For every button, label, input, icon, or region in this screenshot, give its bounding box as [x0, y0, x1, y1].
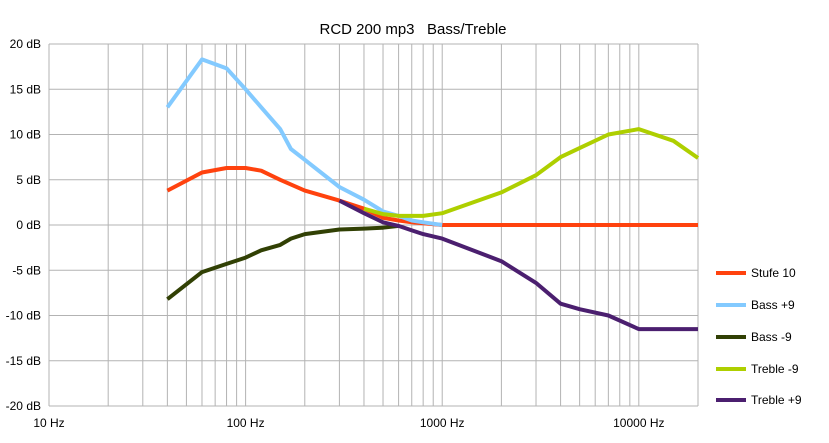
legend-label-treble-9: Treble -9 [751, 362, 799, 376]
y-tick-label: -5 dB [12, 263, 41, 277]
series-line-treble-9 [338, 198, 698, 332]
x-tick-label: 100 Hz [227, 416, 265, 430]
y-tick-label: 0 dB [16, 218, 41, 232]
legend-label-bass-9: Bass +9 [751, 298, 795, 312]
y-tick-label: 5 dB [16, 173, 41, 187]
y-tick-label: -20 dB [6, 399, 41, 413]
legend-label-bass-9: Bass -9 [751, 330, 792, 344]
y-tick-label: 15 dB [10, 82, 41, 96]
x-tick-label: 10 Hz [33, 416, 64, 430]
y-tick-label: 20 dB [10, 37, 41, 51]
series-lines [165, 57, 700, 332]
x-axis-ticks: 10 Hz 100 Hz 1000 Hz 10000 Hz [33, 416, 664, 430]
legend: Stufe 10 Bass +9 Bass -9 Treble -9 Treble +9 [716, 266, 802, 407]
legend-label-treble-9: Treble +9 [751, 393, 802, 407]
legend-label-stufe-10: Stufe 10 [751, 266, 796, 280]
y-axis-ticks: 20 dB 15 dB 10 dB 5 dB 0 dB -5 dB -10 dB -15 dB… [6, 37, 41, 413]
series-line-treble-9 [363, 127, 700, 218]
series-line-bass-9 [166, 223, 399, 301]
x-tick-label: 1000 Hz [420, 416, 465, 430]
y-tick-label: 10 dB [10, 128, 41, 142]
x-tick-label: 10000 Hz [613, 416, 664, 430]
y-tick-label: -15 dB [6, 354, 41, 368]
series-line-bass-9 [165, 57, 443, 227]
chart-title: RCD 200 mp3 Bass/Treble [319, 21, 506, 38]
y-tick-label: -10 dB [6, 309, 41, 323]
